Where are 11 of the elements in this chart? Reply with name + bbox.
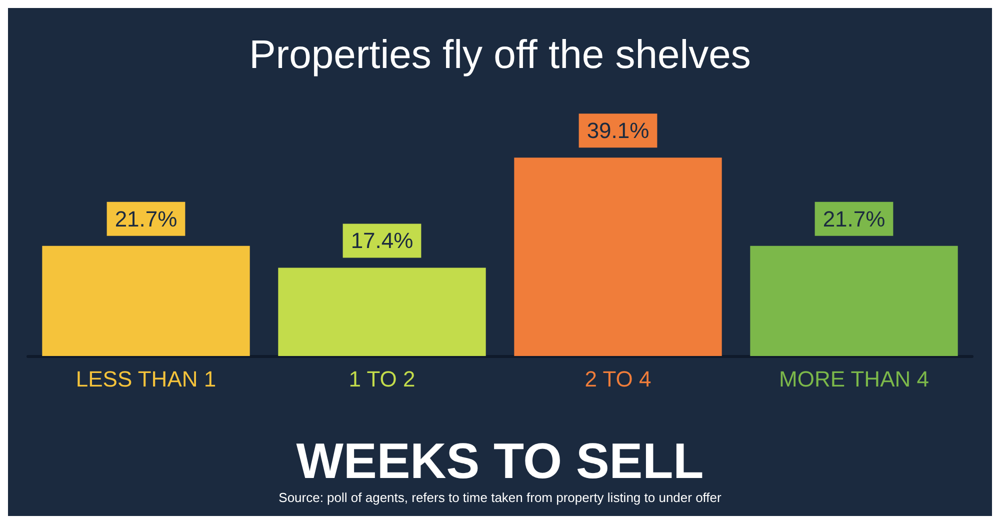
chart-title: Properties fly off the shelves	[249, 33, 751, 77]
data-label: 17.4%	[350, 228, 414, 254]
data-label: 21.7%	[114, 206, 178, 232]
x-tick-label: 1 TO 2	[348, 366, 416, 392]
source-note: Source: poll of agents, refers to time taken from property listing to under offer	[278, 490, 722, 505]
x-axis-title: WEEKS TO SELL	[296, 433, 704, 489]
x-tick-label: MORE THAN 4	[779, 366, 929, 392]
data-label: 39.1%	[586, 118, 650, 144]
x-tick-label: 2 TO 4	[584, 366, 652, 392]
x-tick-label: LESS THAN 1	[76, 366, 216, 392]
data-label: 21.7%	[822, 206, 886, 232]
